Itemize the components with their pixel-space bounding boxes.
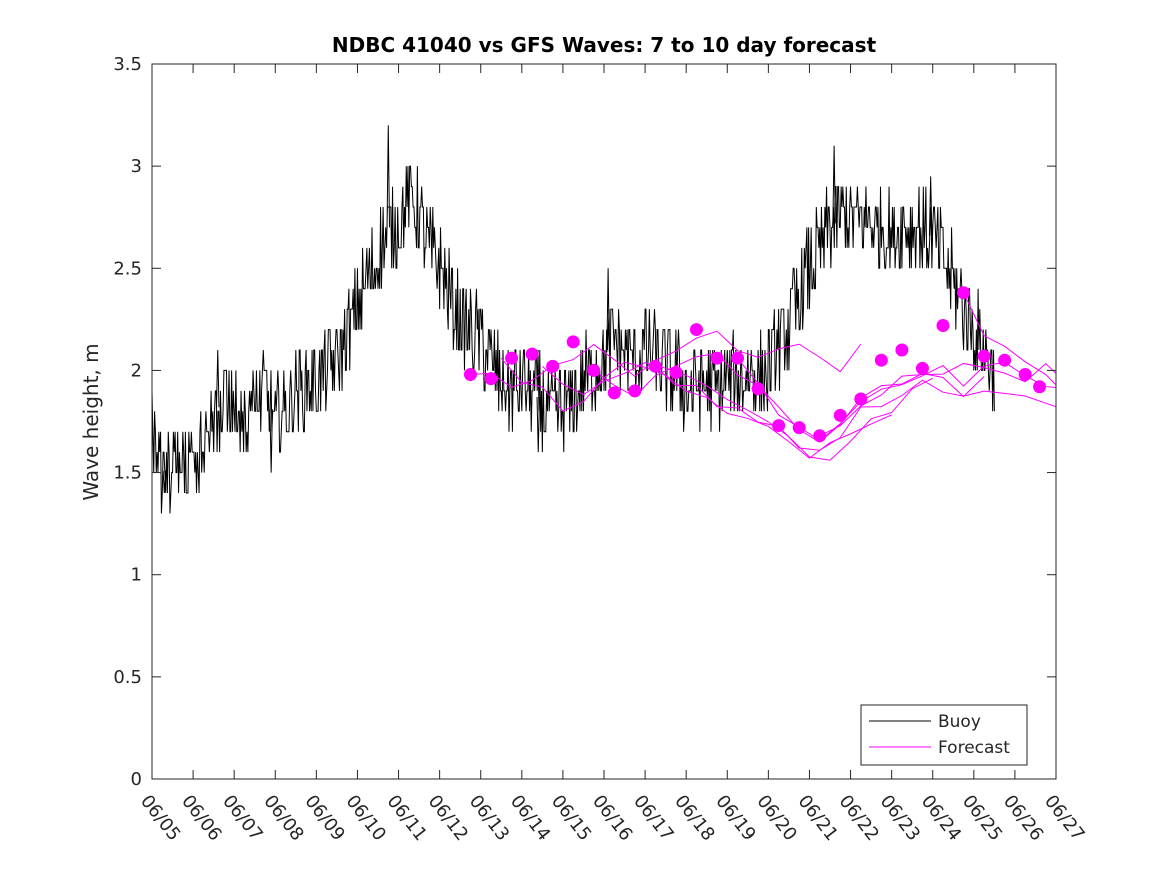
y-tick-label: 2 <box>131 360 142 381</box>
forecast-series-line-6 <box>737 357 1057 442</box>
forecast-point <box>607 386 621 400</box>
forecast-point <box>936 318 950 332</box>
forecast-point <box>998 353 1012 367</box>
legend-label-forecast: Forecast <box>938 738 1010 758</box>
forecast-point <box>854 392 868 406</box>
forecast-point <box>710 351 724 365</box>
forecast-series-line-8 <box>963 292 1057 386</box>
forecast-point <box>484 372 498 386</box>
legend: Buoy Forecast <box>860 704 1028 766</box>
forecast-point <box>731 351 745 365</box>
forecast-point <box>874 353 888 367</box>
y-tick-label: 3 <box>131 156 142 177</box>
forecast-point <box>792 421 806 435</box>
forecast-point <box>813 429 827 443</box>
forecast-point <box>772 419 786 433</box>
forecast-series-line-2 <box>500 357 892 459</box>
chart-title: NDBC 41040 vs GFS Waves: 7 to 10 day for… <box>332 33 877 57</box>
y-tick-label: 2.5 <box>113 258 142 279</box>
forecast-point <box>669 365 683 379</box>
legend-box <box>860 704 1028 766</box>
forecast-series-line-3 <box>542 362 933 461</box>
y-tick-label: 3.5 <box>113 54 142 75</box>
forecast-point <box>628 384 642 398</box>
forecast-point <box>505 351 519 365</box>
y-axis-label: Wave height, m <box>79 343 103 500</box>
forecast-point <box>833 408 847 422</box>
forecast-point <box>977 349 991 363</box>
forecast-point <box>566 335 580 349</box>
y-tick-label: 1.5 <box>113 463 142 484</box>
forecast-point <box>587 363 601 377</box>
forecast-point <box>689 323 703 337</box>
forecast-series-line-1 <box>470 330 862 388</box>
forecast-series-line-7 <box>819 362 1057 437</box>
forecast-point <box>1033 380 1047 394</box>
buoy-series-line <box>151 125 995 514</box>
legend-label-buoy: Buoy <box>938 712 981 732</box>
y-tick-label: 1 <box>131 565 142 586</box>
forecast-series-line-5 <box>655 365 1057 451</box>
y-tick-label: 0.5 <box>113 667 142 688</box>
forecast-point <box>751 382 765 396</box>
forecast-point <box>525 347 539 361</box>
plot-area <box>151 125 1057 514</box>
forecast-point <box>648 359 662 373</box>
y-tick-label: 0 <box>131 769 142 790</box>
forecast-point <box>895 343 909 357</box>
forecast-point <box>957 286 971 300</box>
forecast-point <box>546 359 560 373</box>
forecast-point <box>915 361 929 375</box>
forecast-point <box>1018 368 1032 382</box>
forecast-point <box>463 368 477 382</box>
